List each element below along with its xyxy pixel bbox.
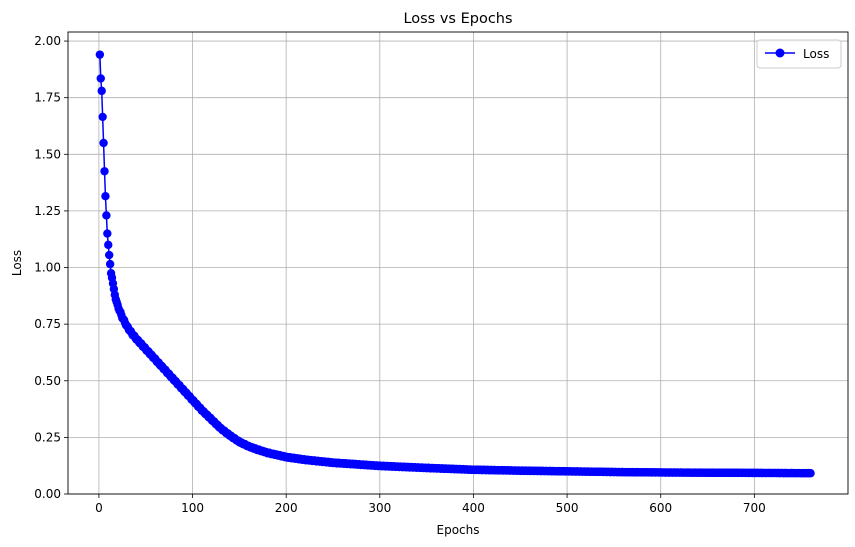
- x-tick-label: 300: [368, 501, 391, 515]
- loss-point: [103, 229, 112, 238]
- loss-point: [96, 74, 105, 83]
- y-tick-label: 1.75: [34, 91, 61, 105]
- legend-box: [756, 39, 842, 69]
- loss-point: [104, 240, 113, 250]
- y-tick-label: 1.50: [34, 147, 61, 161]
- loss-point: [97, 86, 106, 96]
- y-ticks: 0.00 0.25 0.50 0.75 1.00 1.25 1.50 1.75 2.00: [34, 34, 68, 501]
- loss-point: [101, 191, 110, 201]
- y-tick-label: 0.00: [34, 487, 61, 501]
- x-tick-label: 200: [275, 501, 298, 515]
- loss-point: [99, 138, 108, 148]
- loss-point: [100, 167, 109, 176]
- loss-point: [98, 112, 107, 122]
- legend-marker-swatch: [775, 48, 785, 58]
- y-tick-label: 0.75: [34, 317, 61, 331]
- y-tick-label: 1.00: [34, 261, 61, 275]
- y-tick-label: 0.25: [34, 430, 61, 444]
- plot-frame: [67, 31, 849, 495]
- chart-title: Loss vs Epochs: [403, 11, 512, 27]
- loss-point: [105, 259, 115, 269]
- legend-label: Loss: [803, 47, 829, 61]
- x-tick-label: 500: [556, 501, 579, 515]
- x-tick-label: 100: [181, 501, 204, 515]
- y-tick-label: 0.50: [34, 374, 61, 388]
- x-tick-label: 0: [95, 501, 103, 515]
- x-ticks: 0 100 200 300 400 500 600 700: [95, 494, 766, 515]
- y-tick-label: 2.00: [34, 34, 61, 48]
- x-tick-label: 700: [743, 501, 766, 515]
- loss-point: [806, 469, 815, 478]
- loss-point: [105, 250, 114, 260]
- x-tick-label: 600: [649, 501, 672, 515]
- x-tick-label: 400: [462, 501, 485, 515]
- loss-point: [95, 50, 105, 59]
- series-layer: [95, 50, 815, 478]
- y-tick-label: 1.25: [34, 204, 61, 218]
- x-axis-label: Epochs: [437, 523, 480, 537]
- y-axis-label: Loss: [10, 250, 24, 276]
- loss-point: [102, 211, 111, 220]
- legend: Loss: [756, 39, 842, 69]
